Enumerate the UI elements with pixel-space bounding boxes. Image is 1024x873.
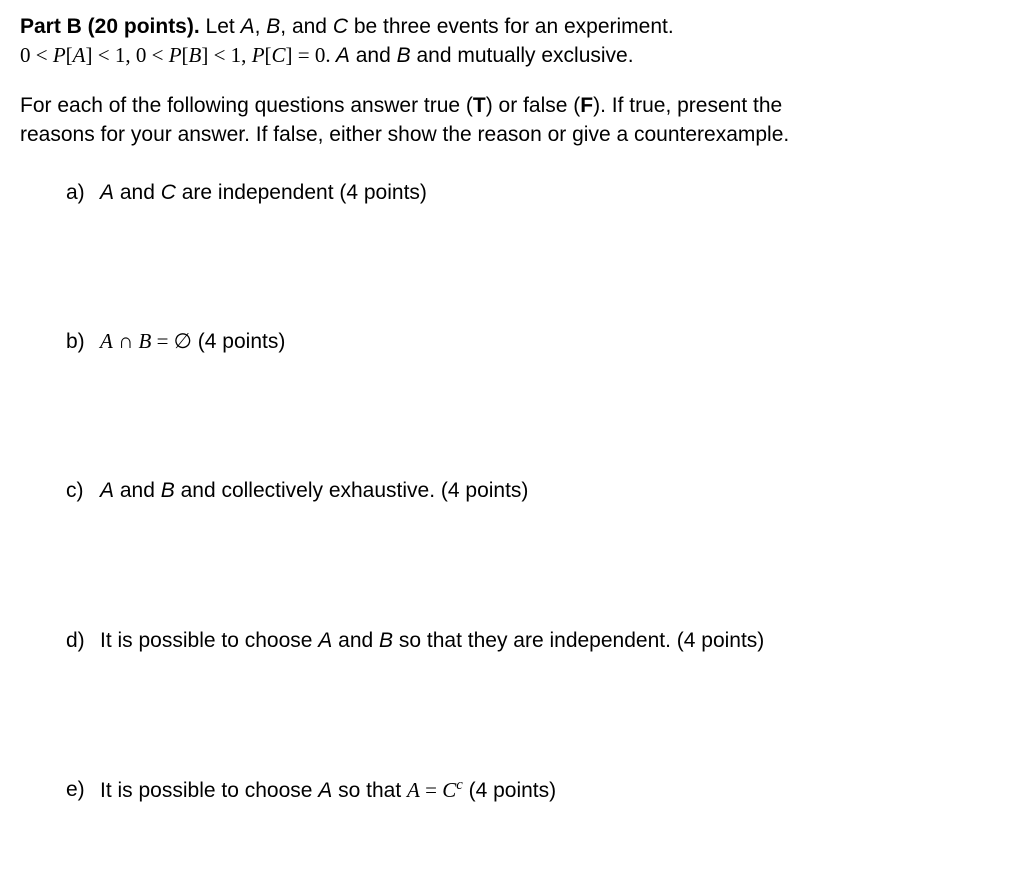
qb-var2: B — [139, 329, 152, 353]
instructions: For each of the following questions answ… — [20, 91, 1004, 150]
qe-var3: C — [442, 778, 456, 802]
qa-var1: A — [100, 181, 114, 204]
var-b: B — [266, 15, 280, 38]
question-list: a) A and C are independent (4 points) b)… — [20, 178, 1004, 806]
question-label-e: e) — [66, 775, 85, 804]
var-c: C — [333, 15, 348, 38]
question-b: b) A ∩ B = ∅ (4 points) — [100, 327, 1004, 356]
instructions-line2: reasons for your answer. If false, eithe… — [20, 120, 1004, 149]
question-label-a: a) — [66, 178, 85, 207]
qe-var1: A — [318, 779, 332, 802]
qb-var1: A — [100, 329, 113, 353]
qd-var1: A — [318, 629, 332, 652]
question-label-c: c) — [66, 476, 84, 505]
qb-points: (4 points) — [192, 330, 285, 353]
qd-text: so that they are independent. (4 points) — [393, 629, 764, 652]
qc-var1: A — [100, 479, 114, 502]
question-e: e) It is possible to choose A so that A … — [100, 775, 1004, 805]
qc-var2: B — [161, 479, 175, 502]
intro-text: Let — [200, 15, 241, 38]
question-c: c) A and B and collectively exhaustive. … — [100, 476, 1004, 505]
question-label-d: d) — [66, 626, 85, 655]
qe-pre: It is possible to choose — [100, 779, 318, 802]
qa-var2: C — [161, 181, 176, 204]
qd-pre: It is possible to choose — [100, 629, 318, 652]
qe-points: (4 points) — [463, 779, 556, 802]
qc-text: and collectively exhaustive. (4 points) — [175, 479, 529, 502]
instructions-line1: For each of the following questions answ… — [20, 91, 1004, 120]
question-d: d) It is possible to choose A and B so t… — [100, 626, 1004, 655]
qa-text: are independent (4 points) — [176, 181, 427, 204]
qe-var2: A — [407, 778, 420, 802]
header-line1: Part B (20 points). Let A, B, and C be t… — [20, 12, 1004, 41]
var-a: A — [241, 15, 255, 38]
question-label-b: b) — [66, 327, 85, 356]
qd-var2: B — [379, 629, 393, 652]
problem-header: Part B (20 points). Let A, B, and C be t… — [20, 12, 1004, 71]
question-a: a) A and C are independent (4 points) — [100, 178, 1004, 207]
part-title: Part B (20 points). — [20, 15, 200, 38]
header-line2: 0 < P[A] < 1, 0 < P[B] < 1, P[C] = 0. A … — [20, 41, 1004, 70]
